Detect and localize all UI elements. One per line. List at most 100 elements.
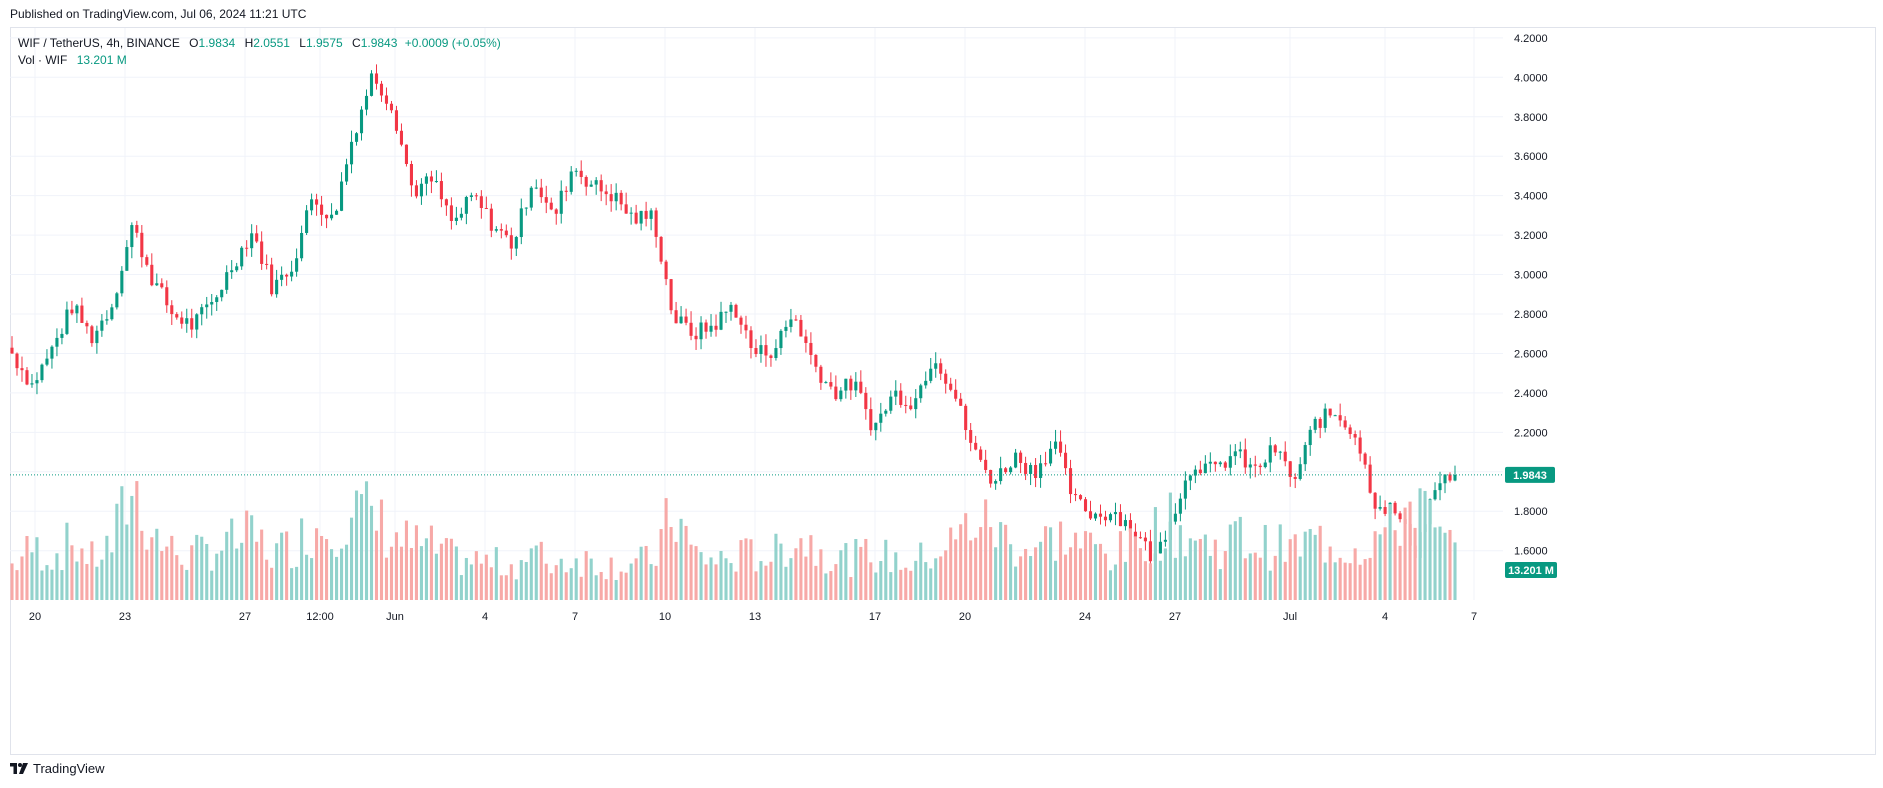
candle-body[interactable]: [120, 270, 124, 294]
candle-body[interactable]: [1433, 490, 1437, 500]
candle-body[interactable]: [819, 366, 823, 383]
candle-body[interactable]: [769, 355, 773, 358]
candle-body[interactable]: [489, 208, 493, 231]
candle-body[interactable]: [1198, 469, 1202, 474]
candle-body[interactable]: [245, 247, 249, 249]
candle-body[interactable]: [1093, 513, 1098, 519]
candle-body[interactable]: [529, 187, 533, 208]
candle-body[interactable]: [1438, 483, 1442, 491]
candle-body[interactable]: [634, 212, 638, 224]
candle-body[interactable]: [1333, 415, 1337, 417]
candle-body[interactable]: [1083, 499, 1088, 512]
candle-body[interactable]: [384, 95, 389, 104]
candle-body[interactable]: [1328, 408, 1332, 416]
footer-brand[interactable]: TradingView: [10, 761, 105, 776]
candle-body[interactable]: [869, 409, 873, 431]
candle-body[interactable]: [290, 271, 294, 277]
candle-body[interactable]: [1293, 476, 1297, 479]
candle-body[interactable]: [454, 217, 458, 221]
candle-body[interactable]: [1353, 434, 1357, 438]
candle-body[interactable]: [469, 195, 473, 197]
candle-body[interactable]: [1173, 513, 1177, 522]
candle-body[interactable]: [539, 187, 543, 198]
candle-body[interactable]: [624, 204, 628, 214]
candle-body[interactable]: [225, 272, 229, 290]
candle-body[interactable]: [954, 389, 958, 399]
candle-body[interactable]: [919, 385, 923, 399]
candle-body[interactable]: [1288, 461, 1292, 477]
candle-body[interactable]: [744, 324, 748, 331]
candle-body[interactable]: [359, 109, 364, 134]
candle-body[interactable]: [859, 381, 863, 393]
candle-body[interactable]: [1103, 516, 1108, 521]
candle-body[interactable]: [864, 392, 868, 410]
candle-body[interactable]: [669, 279, 673, 311]
candle-body[interactable]: [439, 181, 443, 200]
candle-body[interactable]: [1148, 541, 1152, 562]
candle-body[interactable]: [175, 314, 179, 318]
candle-body[interactable]: [1034, 465, 1038, 479]
candle-body[interactable]: [10, 347, 14, 354]
candle-body[interactable]: [459, 213, 463, 218]
candle-body[interactable]: [1039, 463, 1043, 479]
candle-body[interactable]: [1108, 514, 1113, 521]
candle-body[interactable]: [320, 204, 324, 215]
candle-body[interactable]: [1363, 453, 1367, 465]
candle-body[interactable]: [509, 235, 513, 249]
candle-body[interactable]: [20, 368, 24, 371]
candle-body[interactable]: [1278, 451, 1282, 453]
candle-body[interactable]: [779, 330, 783, 349]
candle-body[interactable]: [899, 390, 903, 405]
candle-body[interactable]: [1019, 452, 1023, 463]
candle-body[interactable]: [784, 326, 788, 331]
candle-body[interactable]: [984, 459, 988, 470]
candle-body[interactable]: [524, 207, 528, 209]
candle-body[interactable]: [100, 320, 104, 331]
candle-body[interactable]: [1098, 513, 1103, 517]
candle-body[interactable]: [374, 73, 379, 84]
candle-body[interactable]: [724, 311, 728, 313]
candle-body[interactable]: [260, 241, 264, 264]
candle-body[interactable]: [1273, 445, 1277, 453]
candle-body[interactable]: [1138, 537, 1142, 539]
candle-body[interactable]: [704, 322, 708, 332]
candle-body[interactable]: [564, 190, 568, 192]
candle-body[interactable]: [814, 354, 818, 367]
candle-body[interactable]: [804, 336, 808, 343]
candle-body[interactable]: [739, 317, 743, 325]
candle-body[interactable]: [1283, 451, 1287, 462]
candle-body[interactable]: [549, 202, 553, 210]
candle-body[interactable]: [200, 307, 204, 315]
candle-body[interactable]: [170, 305, 174, 315]
candle-body[interactable]: [544, 197, 548, 203]
candle-body[interactable]: [974, 442, 978, 450]
candle-body[interactable]: [1393, 502, 1397, 514]
candle-body[interactable]: [1238, 449, 1242, 452]
candle-body[interactable]: [165, 287, 169, 306]
candle-body[interactable]: [894, 390, 898, 397]
candle-body[interactable]: [519, 208, 523, 238]
candle-body[interactable]: [559, 190, 563, 214]
candle-body[interactable]: [694, 335, 698, 340]
candle-body[interactable]: [1073, 494, 1078, 496]
candle-body[interactable]: [1243, 449, 1247, 468]
candle-body[interactable]: [1088, 511, 1093, 519]
candle-body[interactable]: [824, 382, 828, 384]
candle-body[interactable]: [1343, 420, 1347, 428]
candle-body[interactable]: [1068, 468, 1073, 495]
candle-body[interactable]: [709, 325, 713, 332]
candle-body[interactable]: [95, 330, 99, 344]
candle-body[interactable]: [160, 283, 164, 288]
candle-body[interactable]: [1113, 512, 1118, 515]
candle-body[interactable]: [1228, 456, 1232, 468]
candle-body[interactable]: [794, 319, 798, 321]
candle-body[interactable]: [300, 232, 304, 259]
candle-body[interactable]: [1443, 474, 1447, 484]
candle-body[interactable]: [1398, 513, 1402, 520]
candle-body[interactable]: [959, 398, 963, 406]
candle-body[interactable]: [474, 195, 478, 197]
candle-body[interactable]: [629, 212, 633, 214]
candle-body[interactable]: [85, 322, 89, 327]
candle-body[interactable]: [285, 274, 289, 277]
